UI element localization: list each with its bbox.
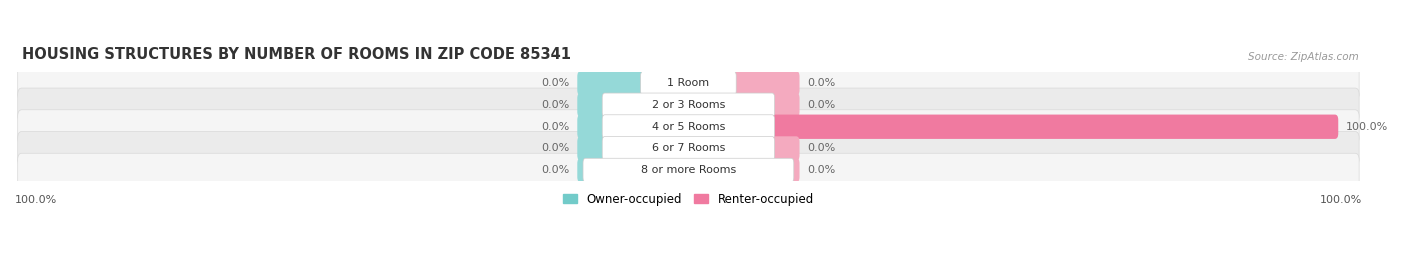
Text: 0.0%: 0.0% [807,78,835,88]
FancyBboxPatch shape [18,131,1360,166]
FancyBboxPatch shape [18,66,1360,100]
FancyBboxPatch shape [578,93,692,117]
Text: 0.0%: 0.0% [541,100,569,110]
Text: 0.0%: 0.0% [807,165,835,175]
Text: 4 or 5 Rooms: 4 or 5 Rooms [652,122,725,132]
FancyBboxPatch shape [578,136,692,161]
FancyBboxPatch shape [18,110,1360,144]
Text: 0.0%: 0.0% [541,165,569,175]
FancyBboxPatch shape [685,114,1339,139]
Text: 0.0%: 0.0% [541,143,569,153]
Text: 0.0%: 0.0% [807,100,835,110]
Text: 2 or 3 Rooms: 2 or 3 Rooms [652,100,725,110]
Text: 0.0%: 0.0% [807,143,835,153]
Text: 8 or more Rooms: 8 or more Rooms [641,165,735,175]
FancyBboxPatch shape [685,93,800,117]
FancyBboxPatch shape [685,158,800,183]
FancyBboxPatch shape [18,88,1360,122]
FancyBboxPatch shape [602,115,775,139]
Text: 0.0%: 0.0% [541,122,569,132]
Text: 6 or 7 Rooms: 6 or 7 Rooms [652,143,725,153]
Text: Source: ZipAtlas.com: Source: ZipAtlas.com [1249,52,1360,62]
Text: 100.0%: 100.0% [1346,122,1388,132]
FancyBboxPatch shape [578,158,692,183]
FancyBboxPatch shape [583,158,794,182]
Text: 100.0%: 100.0% [15,195,58,205]
FancyBboxPatch shape [18,153,1360,187]
Text: 100.0%: 100.0% [1320,195,1362,205]
FancyBboxPatch shape [602,93,775,117]
Legend: Owner-occupied, Renter-occupied: Owner-occupied, Renter-occupied [562,193,814,206]
FancyBboxPatch shape [685,136,800,161]
Text: 0.0%: 0.0% [541,78,569,88]
FancyBboxPatch shape [685,71,800,95]
FancyBboxPatch shape [602,137,775,160]
Text: 1 Room: 1 Room [668,78,710,88]
FancyBboxPatch shape [578,114,692,139]
FancyBboxPatch shape [641,71,737,95]
Text: HOUSING STRUCTURES BY NUMBER OF ROOMS IN ZIP CODE 85341: HOUSING STRUCTURES BY NUMBER OF ROOMS IN… [21,46,571,62]
FancyBboxPatch shape [578,71,692,95]
